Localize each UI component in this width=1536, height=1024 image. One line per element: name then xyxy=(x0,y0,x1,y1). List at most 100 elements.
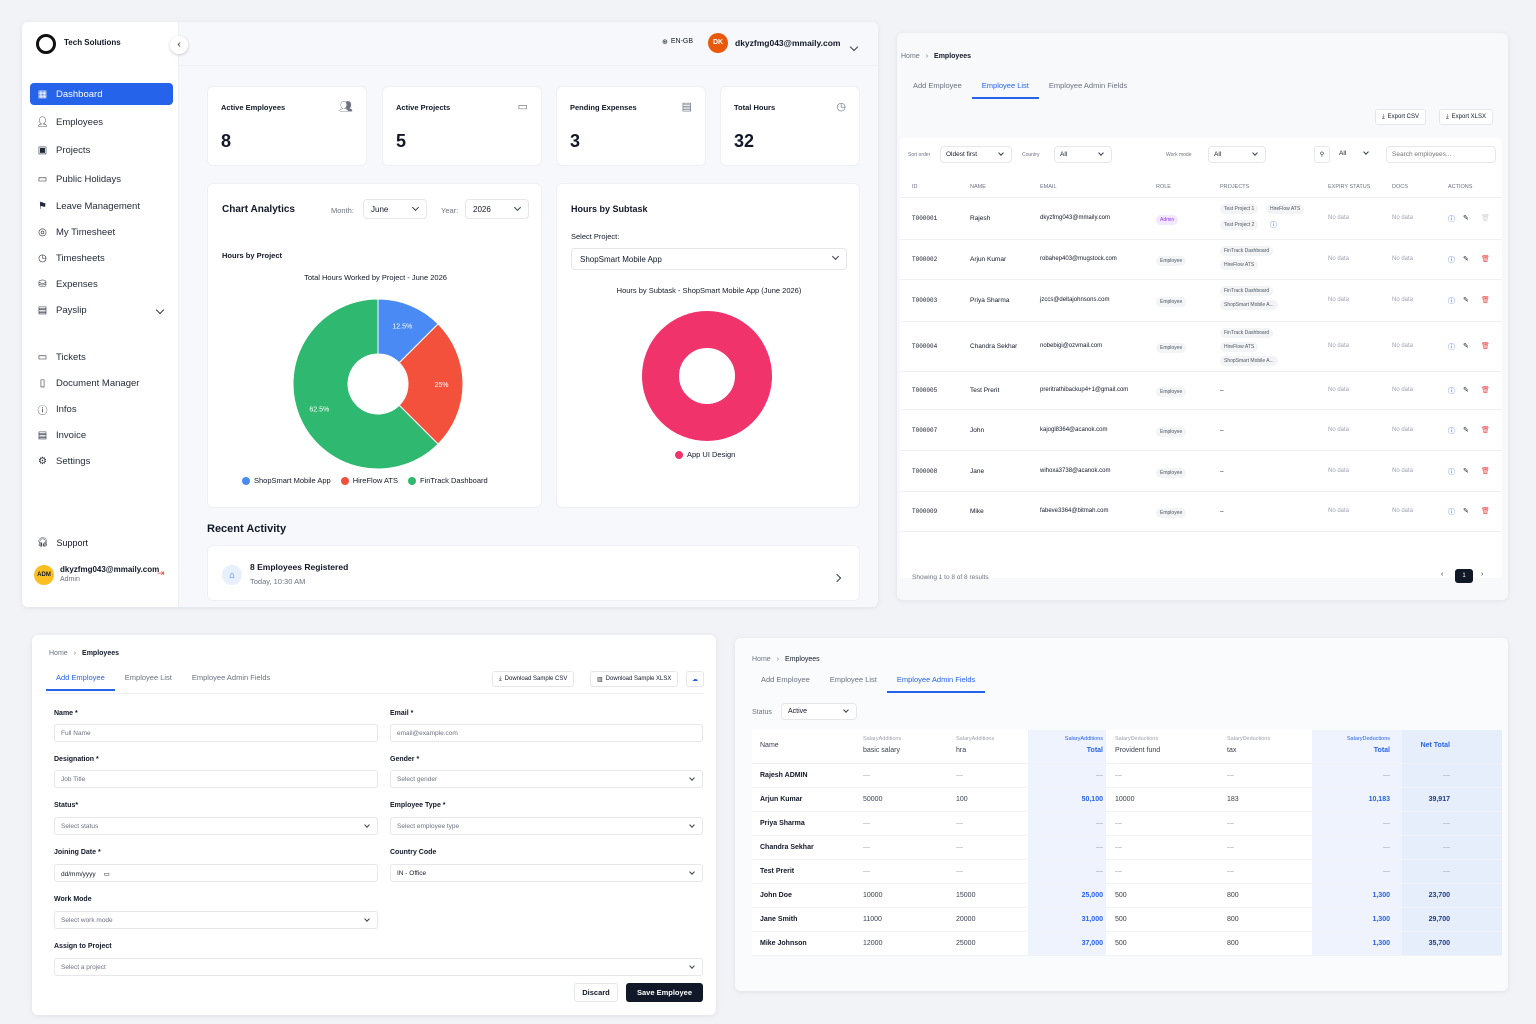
country-code-select[interactable]: IN - Office xyxy=(390,864,703,882)
sidebar-item-payslip[interactable]: ▤ Payslip xyxy=(30,299,173,321)
work-mode-select[interactable]: All xyxy=(1208,146,1266,163)
view-icon[interactable]: ⓘ xyxy=(1448,298,1455,305)
email-field[interactable]: email@example.com xyxy=(390,724,703,742)
employee-type-select[interactable]: Select employee type xyxy=(390,817,703,835)
language-selector[interactable]: ⊕ EN-GB xyxy=(662,38,694,46)
view-icon[interactable]: ⓘ xyxy=(1448,257,1455,264)
upload-icon[interactable]: ☁︎ xyxy=(686,671,704,687)
export-xlsx-button[interactable]: ⤓ Export XLSX xyxy=(1439,109,1494,125)
project-select[interactable]: Select a project xyxy=(54,958,703,976)
column-header[interactable]: Total xyxy=(1086,747,1103,754)
save-employee-button[interactable]: Save Employee xyxy=(626,983,703,1002)
sidebar-item-public-holidays[interactable]: ▭ Public Holidays xyxy=(30,168,173,190)
tab-employee-admin-fields[interactable]: Employee Admin Fields xyxy=(191,673,271,682)
column-header[interactable]: EXPIRY STATUS xyxy=(1328,184,1371,190)
tab-add-employee[interactable]: Add Employee xyxy=(46,667,115,691)
breadcrumb-home[interactable]: Home xyxy=(901,53,920,60)
breadcrumb-home[interactable]: Home xyxy=(752,656,771,663)
sidebar-item-projects[interactable]: ▣ Projects xyxy=(30,139,173,161)
view-icon[interactable]: ⓘ xyxy=(1448,509,1455,516)
page-button[interactable]: 1 xyxy=(1455,569,1473,583)
view-icon[interactable]: ⓘ xyxy=(1448,344,1455,351)
search-input[interactable] xyxy=(1386,146,1496,163)
chevron-right-icon[interactable] xyxy=(827,573,845,583)
edit-icon[interactable]: ✎ xyxy=(1463,343,1469,350)
project-select[interactable]: ShopSmart Mobile App xyxy=(571,248,847,270)
view-icon[interactable]: ⓘ xyxy=(1448,388,1455,395)
filter-select[interactable]: All xyxy=(1334,146,1376,163)
legend-item[interactable]: FinTrack Dashboard xyxy=(408,476,488,486)
legend-item[interactable]: ShopSmart Mobile App xyxy=(242,476,331,486)
column-header[interactable]: Name xyxy=(760,742,779,749)
tab-add-employee[interactable]: Add Employee xyxy=(913,81,962,90)
discard-button[interactable]: Discard xyxy=(574,983,618,1002)
view-icon[interactable]: ⓘ xyxy=(1448,468,1455,476)
column-header[interactable]: ACTIONS xyxy=(1448,184,1473,190)
tab-employee-list[interactable]: Employee List xyxy=(971,75,1039,99)
breadcrumb-home[interactable]: Home xyxy=(49,650,68,657)
sidebar-item-leave-management[interactable]: ⚑ Leave Management xyxy=(30,195,173,217)
legend-item[interactable]: App UI Design xyxy=(675,450,735,460)
sidebar-item-employees[interactable]: 👤︎ Employees xyxy=(30,111,173,133)
joining-date-field[interactable]: dd/mm/yyyy ▭ xyxy=(54,864,378,882)
column-header[interactable]: ROLE xyxy=(1156,184,1171,190)
sidebar-item-timesheets[interactable]: ◷ Timesheets xyxy=(30,247,173,269)
country-select[interactable]: All xyxy=(1054,146,1112,163)
edit-icon[interactable]: ✎ xyxy=(1463,297,1469,304)
edit-icon[interactable]: ✎ xyxy=(1463,387,1469,394)
tab-add-employee[interactable]: Add Employee xyxy=(761,675,810,684)
sidebar-item-document-manager[interactable]: ▯ Document Manager xyxy=(30,372,173,394)
sidebar-item-invoice[interactable]: ▤ Invoice xyxy=(30,424,173,446)
gender-select[interactable]: Select gender xyxy=(390,770,703,788)
legend-item[interactable]: HireFlow ATS xyxy=(340,476,398,486)
delete-icon[interactable]: 🗑︎ xyxy=(1481,387,1490,394)
month-select[interactable]: June xyxy=(363,199,427,219)
delete-icon[interactable]: 🗑︎ xyxy=(1481,508,1490,515)
sidebar-item-dashboard[interactable]: ▦ Dashboard xyxy=(30,83,173,105)
status-select[interactable]: Select status xyxy=(54,817,378,835)
sidebar-item-infos[interactable]: ⓘ Infos xyxy=(30,398,173,420)
work-mode-select[interactable]: Select work mode xyxy=(54,911,378,929)
column-header[interactable]: PROJECTS xyxy=(1220,184,1250,190)
column-header[interactable]: EMAIL xyxy=(1040,184,1057,190)
chevron-down-icon[interactable] xyxy=(155,305,165,315)
user-avatar[interactable]: DK xyxy=(708,33,728,53)
column-header[interactable]: DOCS xyxy=(1392,184,1408,190)
collapse-sidebar-button[interactable]: ‹ xyxy=(170,36,188,54)
logout-icon[interactable]: ⇥ xyxy=(157,568,165,578)
export-csv-button[interactable]: ⤓ Export CSV xyxy=(1375,109,1427,125)
calendar-icon[interactable]: ▭ xyxy=(103,871,110,878)
chevron-down-icon[interactable] xyxy=(849,37,859,55)
sidebar-item-settings[interactable]: ⚙︎ Settings xyxy=(30,450,173,472)
sidebar-item-my-timesheet[interactable]: ◎ My Timesheet xyxy=(30,221,173,243)
status-select[interactable]: Active xyxy=(781,703,857,720)
designation-field[interactable]: Job Title xyxy=(54,770,378,788)
column-header[interactable]: Total xyxy=(1373,747,1390,754)
year-select[interactable]: 2026 xyxy=(465,199,529,219)
edit-icon[interactable]: ✎ xyxy=(1463,426,1469,434)
sidebar-item-expenses[interactable]: ⛁ Expenses xyxy=(30,273,173,295)
name-field[interactable]: Full Name xyxy=(54,724,378,742)
filter-icon[interactable]: ⚲ xyxy=(1314,146,1330,163)
edit-icon[interactable]: ✎ xyxy=(1463,467,1469,475)
column-header[interactable]: Provident fund xyxy=(1115,747,1161,754)
column-header[interactable]: hra xyxy=(956,747,967,754)
column-header[interactable]: tax xyxy=(1227,747,1237,754)
delete-icon[interactable]: 🗑︎ xyxy=(1481,297,1490,304)
delete-icon[interactable]: 🗑︎ xyxy=(1481,256,1490,263)
delete-icon[interactable]: 🗑︎ xyxy=(1481,467,1490,475)
edit-icon[interactable]: ✎ xyxy=(1463,508,1469,515)
tab-employee-admin-fields[interactable]: Employee Admin Fields xyxy=(886,669,986,693)
support-link[interactable]: 🎧︎ Support xyxy=(37,537,88,548)
user-email[interactable]: dkyzfmg043@mmaily.com xyxy=(735,38,841,48)
tab-employee-admin-fields[interactable]: Employee Admin Fields xyxy=(1048,81,1128,90)
view-icon[interactable]: ⓘ xyxy=(1448,427,1455,435)
prev-page-button[interactable]: ‹ xyxy=(1441,571,1444,578)
edit-icon[interactable]: ✎ xyxy=(1463,215,1469,222)
info-icon[interactable]: ⓘ xyxy=(1270,222,1277,229)
sidebar-item-tickets[interactable]: ▭ Tickets xyxy=(30,346,173,368)
download-sample-xlsx-button[interactable]: ▥ Download Sample XLSX xyxy=(590,671,679,687)
download-sample-csv-button[interactable]: ⤓ Download Sample CSV xyxy=(492,671,575,687)
view-icon[interactable]: ⓘ xyxy=(1448,216,1455,223)
delete-icon[interactable]: 🗑︎ xyxy=(1481,343,1490,350)
